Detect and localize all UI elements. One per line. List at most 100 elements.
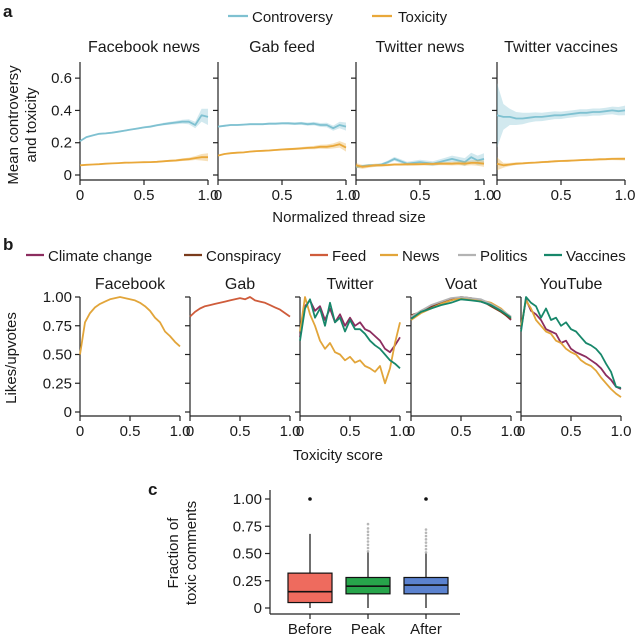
c-outlier-point xyxy=(424,547,428,551)
ylabel-c-line1: Fraction of xyxy=(165,517,182,589)
c-x-tick-label-peak: Peak xyxy=(351,621,386,638)
b-x-tick-label: 0.5 xyxy=(561,423,582,440)
legend-b-label-news: News xyxy=(402,248,440,265)
a-line-controversy xyxy=(496,109,626,120)
a-x-tick-label: 1.0 xyxy=(198,187,219,204)
c-outlier-point xyxy=(308,497,312,501)
c-box-before xyxy=(287,497,333,608)
c-y-tick-label: 1.00 xyxy=(233,491,262,508)
b-x-tick-label: 1.0 xyxy=(170,423,191,440)
b-y-tick-label: 1.00 xyxy=(43,289,72,306)
panel-letter-a: a xyxy=(3,2,13,21)
b-line-feed xyxy=(189,296,291,318)
c-box-rect xyxy=(287,572,333,604)
b-facet-gab: Gab 0 0.5 1.0 xyxy=(185,276,300,440)
xlabel-a: Normalized thread size xyxy=(272,209,425,226)
c-y-tick-label: 0.50 xyxy=(233,546,262,563)
ylabel-a-line1: Mean controversy xyxy=(5,65,22,185)
c-box-peak xyxy=(345,522,391,608)
c-outlier-point xyxy=(366,530,370,533)
b-facet-title-gab: Gab xyxy=(225,276,255,293)
a-line-controversy xyxy=(217,122,347,130)
a-x-tick-label: 1.0 xyxy=(615,187,636,204)
a-facet-facebook-news: Facebook news 0 0.5 1.0 0 0.2 0.4 0.6 xyxy=(51,39,218,204)
c-outlier-point xyxy=(424,541,428,544)
legend-a-label-toxicity: Toxicity xyxy=(398,9,448,26)
b-line-news xyxy=(520,299,622,398)
a-x-tick-label: 0.5 xyxy=(551,187,572,204)
b-facet-title-facebook: Facebook xyxy=(95,276,166,293)
b-facet-title-voat: Voat xyxy=(445,276,478,293)
b-line-climate-change xyxy=(520,298,622,390)
legend-b-label-feed: Feed xyxy=(332,248,366,265)
legend-b-label-vaccines: Vaccines xyxy=(566,248,626,265)
a-line-toxicity xyxy=(217,143,347,157)
a-x-tick-label: 0 xyxy=(493,187,501,204)
b-x-tick-label: 0.5 xyxy=(230,423,251,440)
a-y-tick-label: 0 xyxy=(64,167,72,184)
b-x-tick-label: 0 xyxy=(407,423,415,440)
b-x-tick-label: 1.0 xyxy=(390,423,411,440)
a-x-tick-label: 0 xyxy=(76,187,84,204)
a-facet-twitter-news: Twitter news 0 0.5 1.0 xyxy=(351,39,494,204)
legend-a: Controversy Toxicity xyxy=(228,9,448,26)
ylabel-c-line2: toxic comments xyxy=(183,501,200,605)
b-x-tick-label: 0 xyxy=(76,423,84,440)
c-outlier-point xyxy=(366,546,370,550)
c-x-tick-label-before: Before xyxy=(288,621,332,638)
b-y-tick-label: 0.50 xyxy=(43,347,72,364)
b-line-climate-change xyxy=(299,299,401,354)
c-outlier-point xyxy=(366,536,370,540)
legend-b-label-climate-change: Climate change xyxy=(48,248,152,265)
b-facet-youtube: YouTube 0 0.5 1.0 xyxy=(516,276,631,440)
a-facet-twitter-vaccines: Twitter vaccines 0 0.5 1.0 xyxy=(492,39,635,204)
a-facet-title-twitter-news: Twitter news xyxy=(376,39,465,56)
c-y-tick-label: 0.25 xyxy=(233,573,262,590)
xlabel-b: Toxicity score xyxy=(293,447,383,464)
b-y-tick-label: 0 xyxy=(64,404,72,421)
b-line-politics xyxy=(410,296,512,318)
c-outlier-point xyxy=(424,534,428,538)
b-x-tick-label: 1.0 xyxy=(280,423,301,440)
a-facet-gab-feed: Gab feed 0 0.5 1.0 xyxy=(213,39,356,204)
panel-letter-b: b xyxy=(3,235,13,254)
a-x-tick-label: 1.0 xyxy=(336,187,357,204)
b-line-vaccines xyxy=(520,296,622,389)
b-y-tick-label: 0.75 xyxy=(43,318,72,335)
b-line-vaccines xyxy=(410,298,512,320)
c-outlier-point xyxy=(366,540,370,543)
c-outlier-point xyxy=(366,543,370,547)
b-x-tick-label: 0 xyxy=(517,423,525,440)
c-x-tick-label-after: After xyxy=(410,621,442,638)
c-y-tick-label: 0 xyxy=(254,600,262,617)
b-line-news xyxy=(79,296,181,355)
c-outlier-point xyxy=(424,551,428,554)
a-facet-title-twitter-vaccines: Twitter vaccines xyxy=(504,39,618,56)
panel-c-boxplot: 0 0.25 0.50 0.75 1.00 Before Peak After xyxy=(233,490,460,638)
b-x-tick-label: 0.5 xyxy=(120,423,141,440)
c-outlier-point xyxy=(366,550,370,553)
b-y-tick-label: 0.25 xyxy=(43,375,72,392)
ylabel-a-line2: and toxicity xyxy=(23,87,40,163)
b-line-news xyxy=(299,296,401,385)
legend-b-label-conspiracy: Conspiracy xyxy=(206,248,282,265)
legend-b: Climate change Conspiracy Feed News Poli… xyxy=(26,248,626,265)
a-band-controversy xyxy=(80,108,208,142)
c-outlier-point xyxy=(424,538,428,541)
c-outlier-point xyxy=(366,533,370,537)
c-box-after xyxy=(403,497,449,608)
a-line-toxicity xyxy=(79,156,208,167)
c-y-tick-label: 0.75 xyxy=(233,518,262,535)
b-x-tick-label: 0 xyxy=(296,423,304,440)
b-x-tick-label: 0.5 xyxy=(451,423,472,440)
a-line-controversy xyxy=(79,114,209,142)
b-x-tick-label: 1.0 xyxy=(501,423,522,440)
a-line-toxicity xyxy=(496,158,625,167)
c-outlier-point xyxy=(366,522,370,526)
b-x-tick-label: 0.5 xyxy=(340,423,361,440)
a-facet-title-facebook-news: Facebook news xyxy=(88,39,200,56)
c-outlier-point xyxy=(424,497,428,501)
panel-letter-c: c xyxy=(148,480,157,499)
